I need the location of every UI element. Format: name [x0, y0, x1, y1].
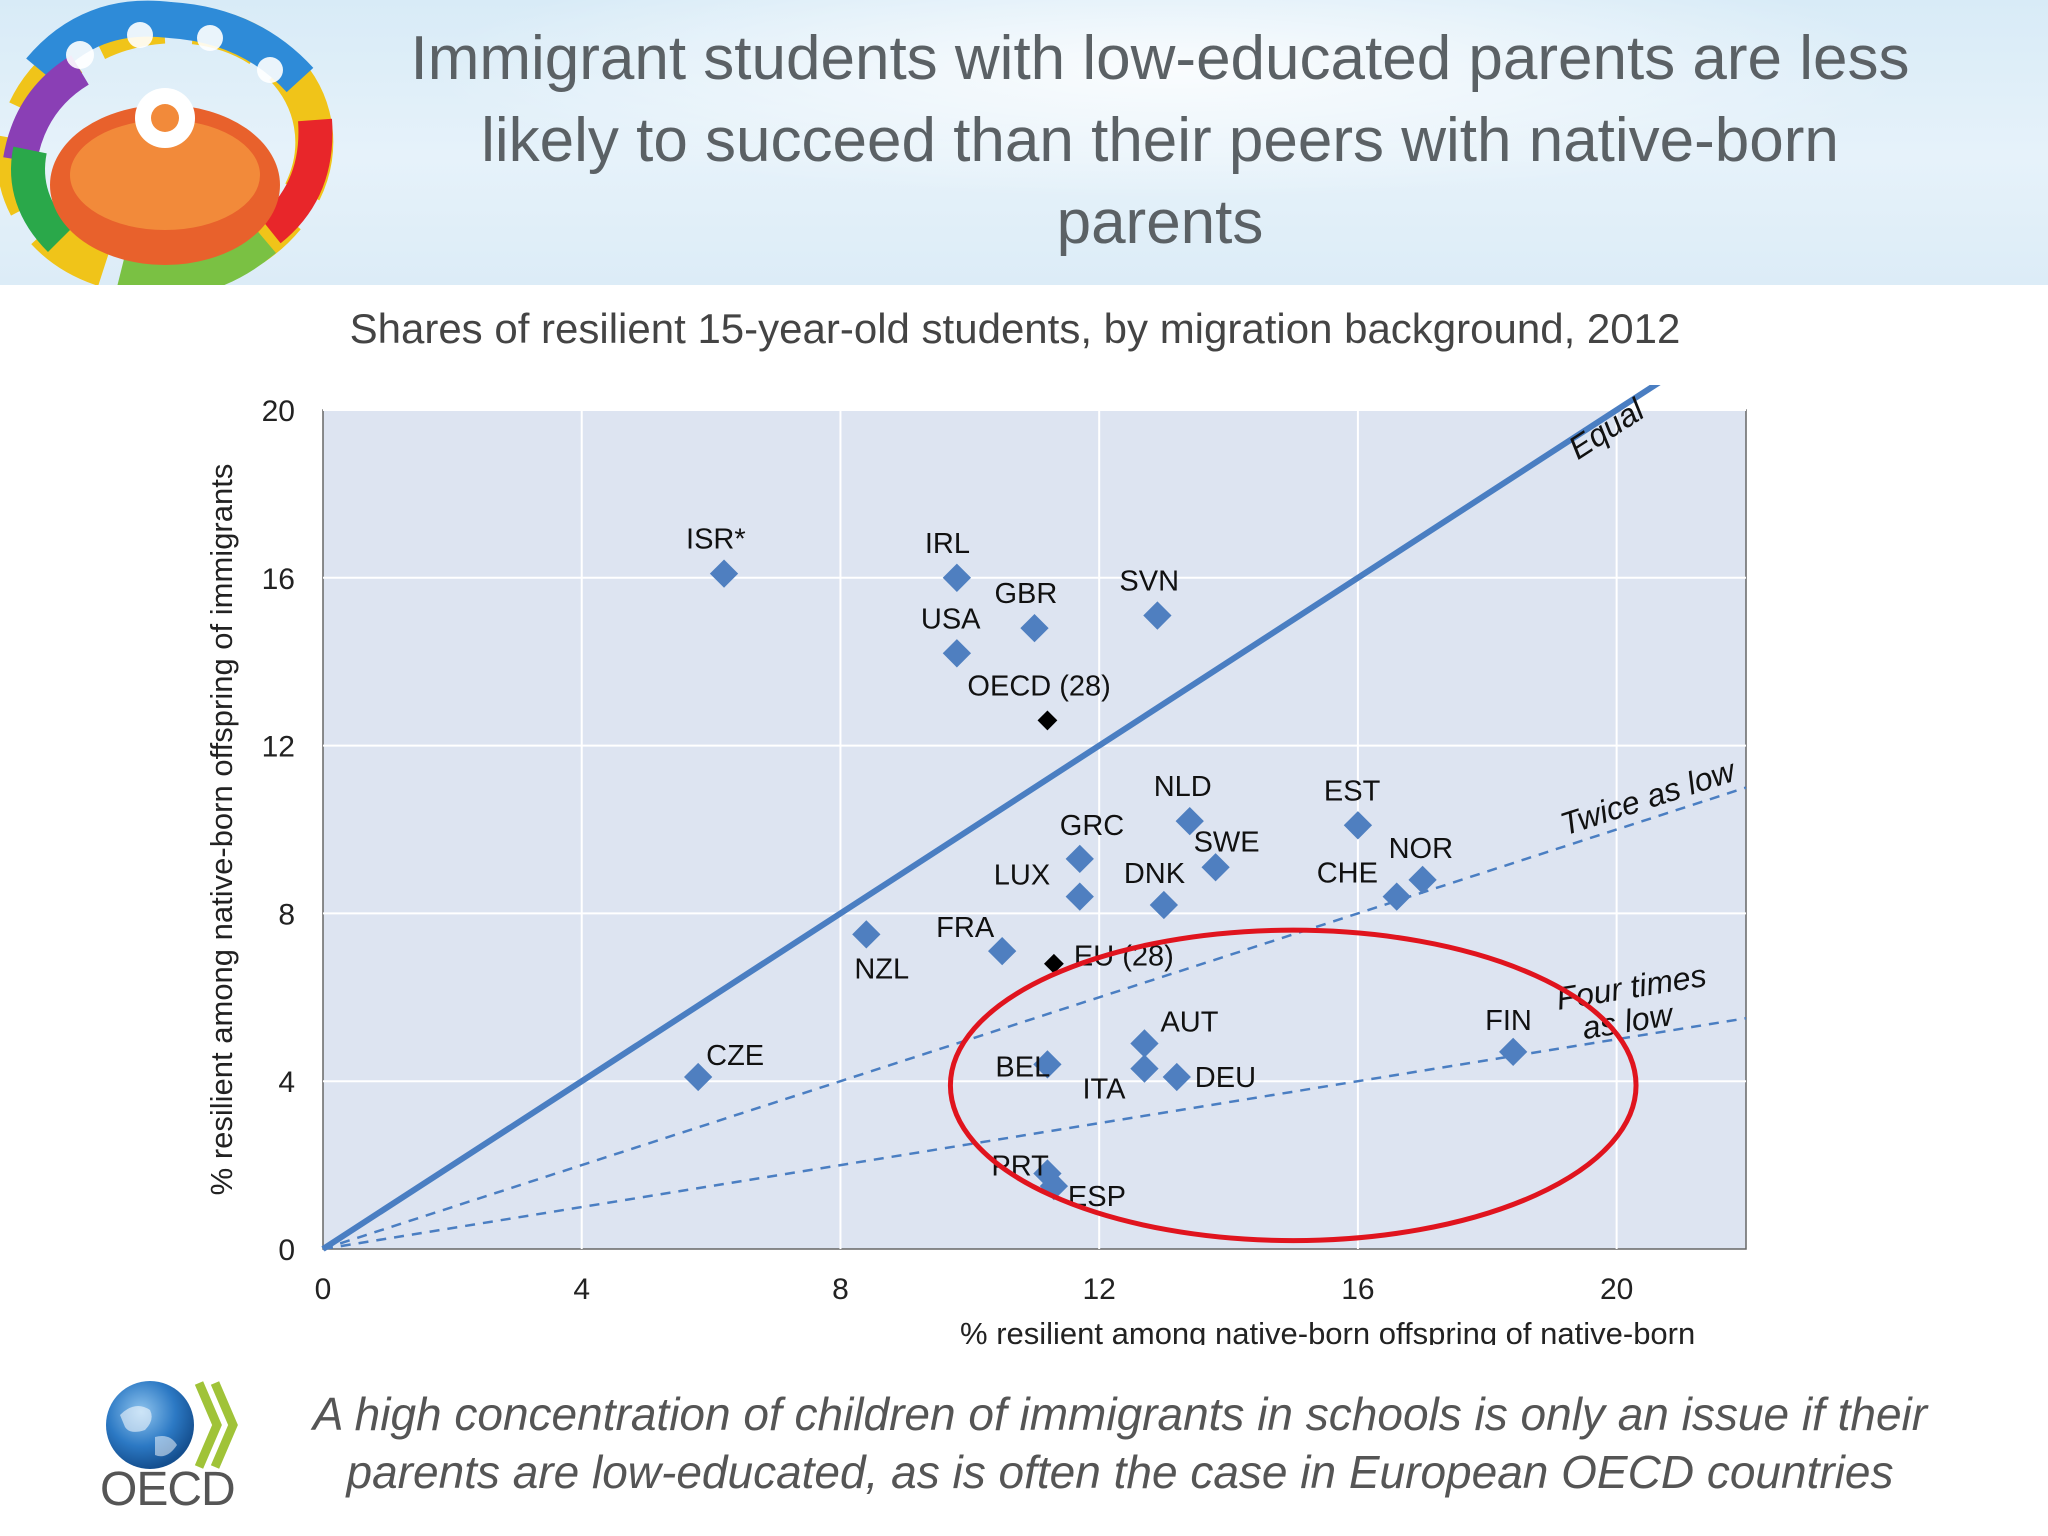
y-tick-label: 12: [262, 731, 295, 764]
header-glow: [420, 0, 1920, 200]
y-tick-label: 16: [262, 563, 295, 596]
x-tick-label: 0: [315, 1273, 332, 1306]
point-label: FIN: [1485, 1005, 1532, 1037]
reference-lines: [321, 385, 1747, 1252]
point-label: SVN: [1119, 566, 1179, 598]
country-point: [1408, 865, 1437, 894]
point-label: DNK: [1124, 858, 1186, 890]
point-label: NZL: [854, 953, 909, 985]
point-label: OECD (28): [967, 670, 1110, 702]
country-point: [1175, 806, 1204, 836]
point-label: GBR: [995, 578, 1058, 610]
y-tick-label: 4: [278, 1066, 295, 1099]
point-label: LUX: [994, 860, 1050, 892]
data-points: ISR* IRL GBR SVN USA OECD (28) NLD EST GRC SWE NOR…: [684, 524, 1532, 1213]
country-point: [1065, 882, 1094, 911]
x-tick-label: 4: [573, 1273, 590, 1306]
x-tick-label: 8: [832, 1273, 849, 1306]
point-label: BEL: [995, 1051, 1050, 1083]
reference-line: [322, 1017, 1747, 1251]
country-point: [1130, 1029, 1159, 1058]
slide-header: Immigrant students with low-educated par…: [0, 0, 2048, 285]
x-tick-label: 16: [1341, 1273, 1374, 1306]
country-point: [1020, 613, 1049, 643]
country-point: [1149, 890, 1179, 920]
point-label: AUT: [1160, 1006, 1218, 1038]
country-point: [1499, 1037, 1528, 1066]
point-label: EST: [1324, 775, 1381, 807]
aggregate-point: [1044, 953, 1064, 974]
point-label: DEU: [1195, 1062, 1256, 1094]
country-point: [942, 639, 972, 668]
plot-area: [322, 409, 1747, 1250]
point-label: ITA: [1082, 1074, 1126, 1106]
point-label: CZE: [706, 1040, 764, 1072]
country-point: [1130, 1054, 1159, 1083]
y-axis-label: % resilient among native-born offspring …: [204, 464, 239, 1196]
country-point: [988, 937, 1017, 966]
point-label: SWE: [1194, 826, 1260, 858]
point-label: ISR*: [686, 524, 746, 556]
slide-conclusion: A high concentration of children of immi…: [312, 1388, 1928, 1498]
puzzle-people-icon: [0, 0, 334, 285]
slide-title: Immigrant students with low-educated par…: [410, 24, 1910, 257]
y-tick-label: 20: [262, 395, 295, 428]
axis-ticks: 0 4 8 12 16 20 0 4 8 12 16 20: [262, 395, 1634, 1306]
point-label: CHE: [1317, 858, 1378, 890]
country-point: [684, 1062, 713, 1092]
x-tick-label: 12: [1082, 1273, 1115, 1306]
point-label: NLD: [1154, 771, 1212, 803]
country-point: [1382, 882, 1411, 911]
country-point: [942, 563, 972, 592]
highlight-ellipse: [947, 927, 1639, 1244]
chart-subtitle: Shares of resilient 15-year-old students…: [349, 305, 1681, 352]
x-axis-label: % resilient among native-born offspring …: [960, 1316, 1695, 1345]
oecd-globe-icon: [106, 1381, 238, 1469]
reference-line: [322, 786, 1747, 1251]
x-tick-label: 20: [1600, 1273, 1633, 1306]
country-point: [709, 559, 739, 588]
point-label: GRC: [1060, 810, 1124, 842]
y-tick-label: 0: [278, 1234, 295, 1267]
reference-line: [321, 385, 1661, 1252]
y-tick-label: 8: [278, 898, 295, 931]
country-point: [1162, 1062, 1191, 1092]
country-point: [852, 920, 881, 949]
point-label: EU (28): [1074, 941, 1174, 973]
point-label: IRL: [925, 528, 970, 560]
point-label: FRA: [936, 912, 995, 944]
scatter-chart: ISR* IRL GBR SVN USA OECD (28) NLD EST GRC SWE NOR…: [204, 385, 1747, 1345]
country-point: [1065, 844, 1094, 874]
oecd-logo-text: OECD: [100, 1463, 236, 1516]
country-point: [1343, 811, 1373, 840]
point-label: NOR: [1389, 833, 1453, 865]
point-label: USA: [921, 603, 981, 635]
